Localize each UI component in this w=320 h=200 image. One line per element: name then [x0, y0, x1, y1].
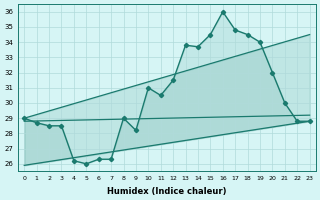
X-axis label: Humidex (Indice chaleur): Humidex (Indice chaleur) — [107, 187, 227, 196]
